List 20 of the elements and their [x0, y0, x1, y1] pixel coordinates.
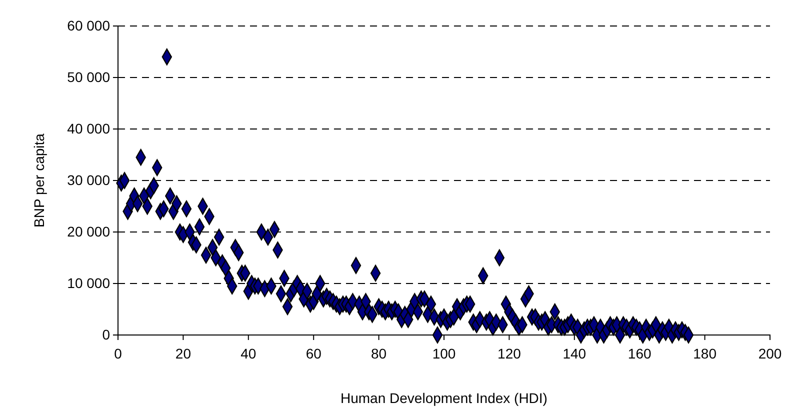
y-tick-label: 40 000 [67, 120, 110, 136]
x-tick-label: 100 [432, 345, 456, 362]
x-tick-label: 80 [371, 345, 387, 362]
y-axis-title: BNP per capita [31, 133, 47, 228]
y-tick-label: 30 000 [67, 172, 110, 188]
x-tick-label: 120 [498, 345, 522, 362]
x-tick-label: 180 [693, 345, 717, 362]
y-tick-label: 50 000 [67, 68, 110, 85]
x-tick-label: 60 [306, 345, 322, 362]
x-tick-label: 40 [240, 345, 256, 362]
x-tick-label: 20 [175, 345, 192, 362]
x-axis-title: Human Development Index (HDI) [340, 390, 548, 406]
x-tick-label: 200 [758, 345, 782, 362]
x-tick-label: 0 [114, 345, 122, 362]
y-tick-label: 10 000 [67, 274, 110, 291]
x-tick-label: 160 [628, 345, 652, 362]
x-tick-label: 140 [562, 345, 586, 362]
y-tick-label: 60 000 [67, 17, 110, 34]
y-tick-label: 0 [102, 326, 110, 342]
y-tick-label: 20 000 [67, 223, 110, 240]
